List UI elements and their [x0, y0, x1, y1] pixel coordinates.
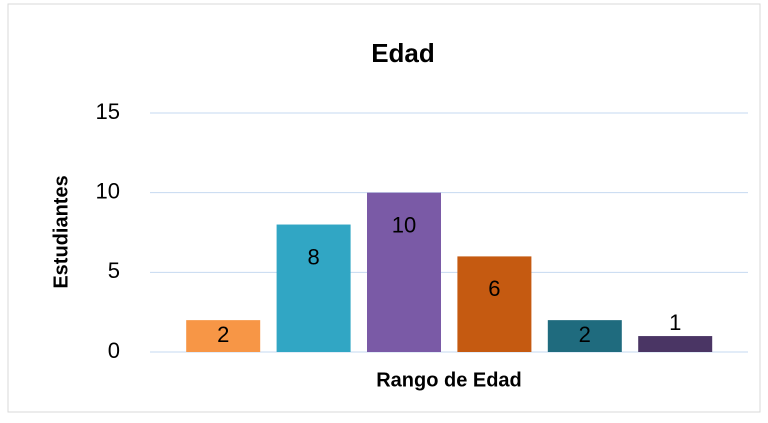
y-tick-label: 0 — [108, 338, 120, 363]
data-label: 1 — [669, 310, 681, 335]
x-axis-label: Rango de Edad — [376, 369, 522, 391]
data-label: 10 — [392, 212, 416, 237]
y-axis-label: Estudiantes — [50, 175, 72, 288]
bar — [638, 336, 713, 352]
bar — [276, 224, 351, 352]
y-tick-label: 15 — [96, 99, 120, 124]
chart-title: Edad — [371, 38, 435, 68]
y-tick-label: 5 — [108, 258, 120, 283]
bar — [186, 320, 261, 352]
bar — [367, 192, 441, 352]
bar — [547, 320, 622, 352]
data-label: 6 — [488, 276, 500, 301]
data-label: 8 — [307, 244, 319, 269]
bar — [457, 256, 532, 352]
y-tick-label: 10 — [96, 178, 120, 203]
data-label: 2 — [579, 322, 591, 347]
data-label: 2 — [217, 322, 229, 347]
